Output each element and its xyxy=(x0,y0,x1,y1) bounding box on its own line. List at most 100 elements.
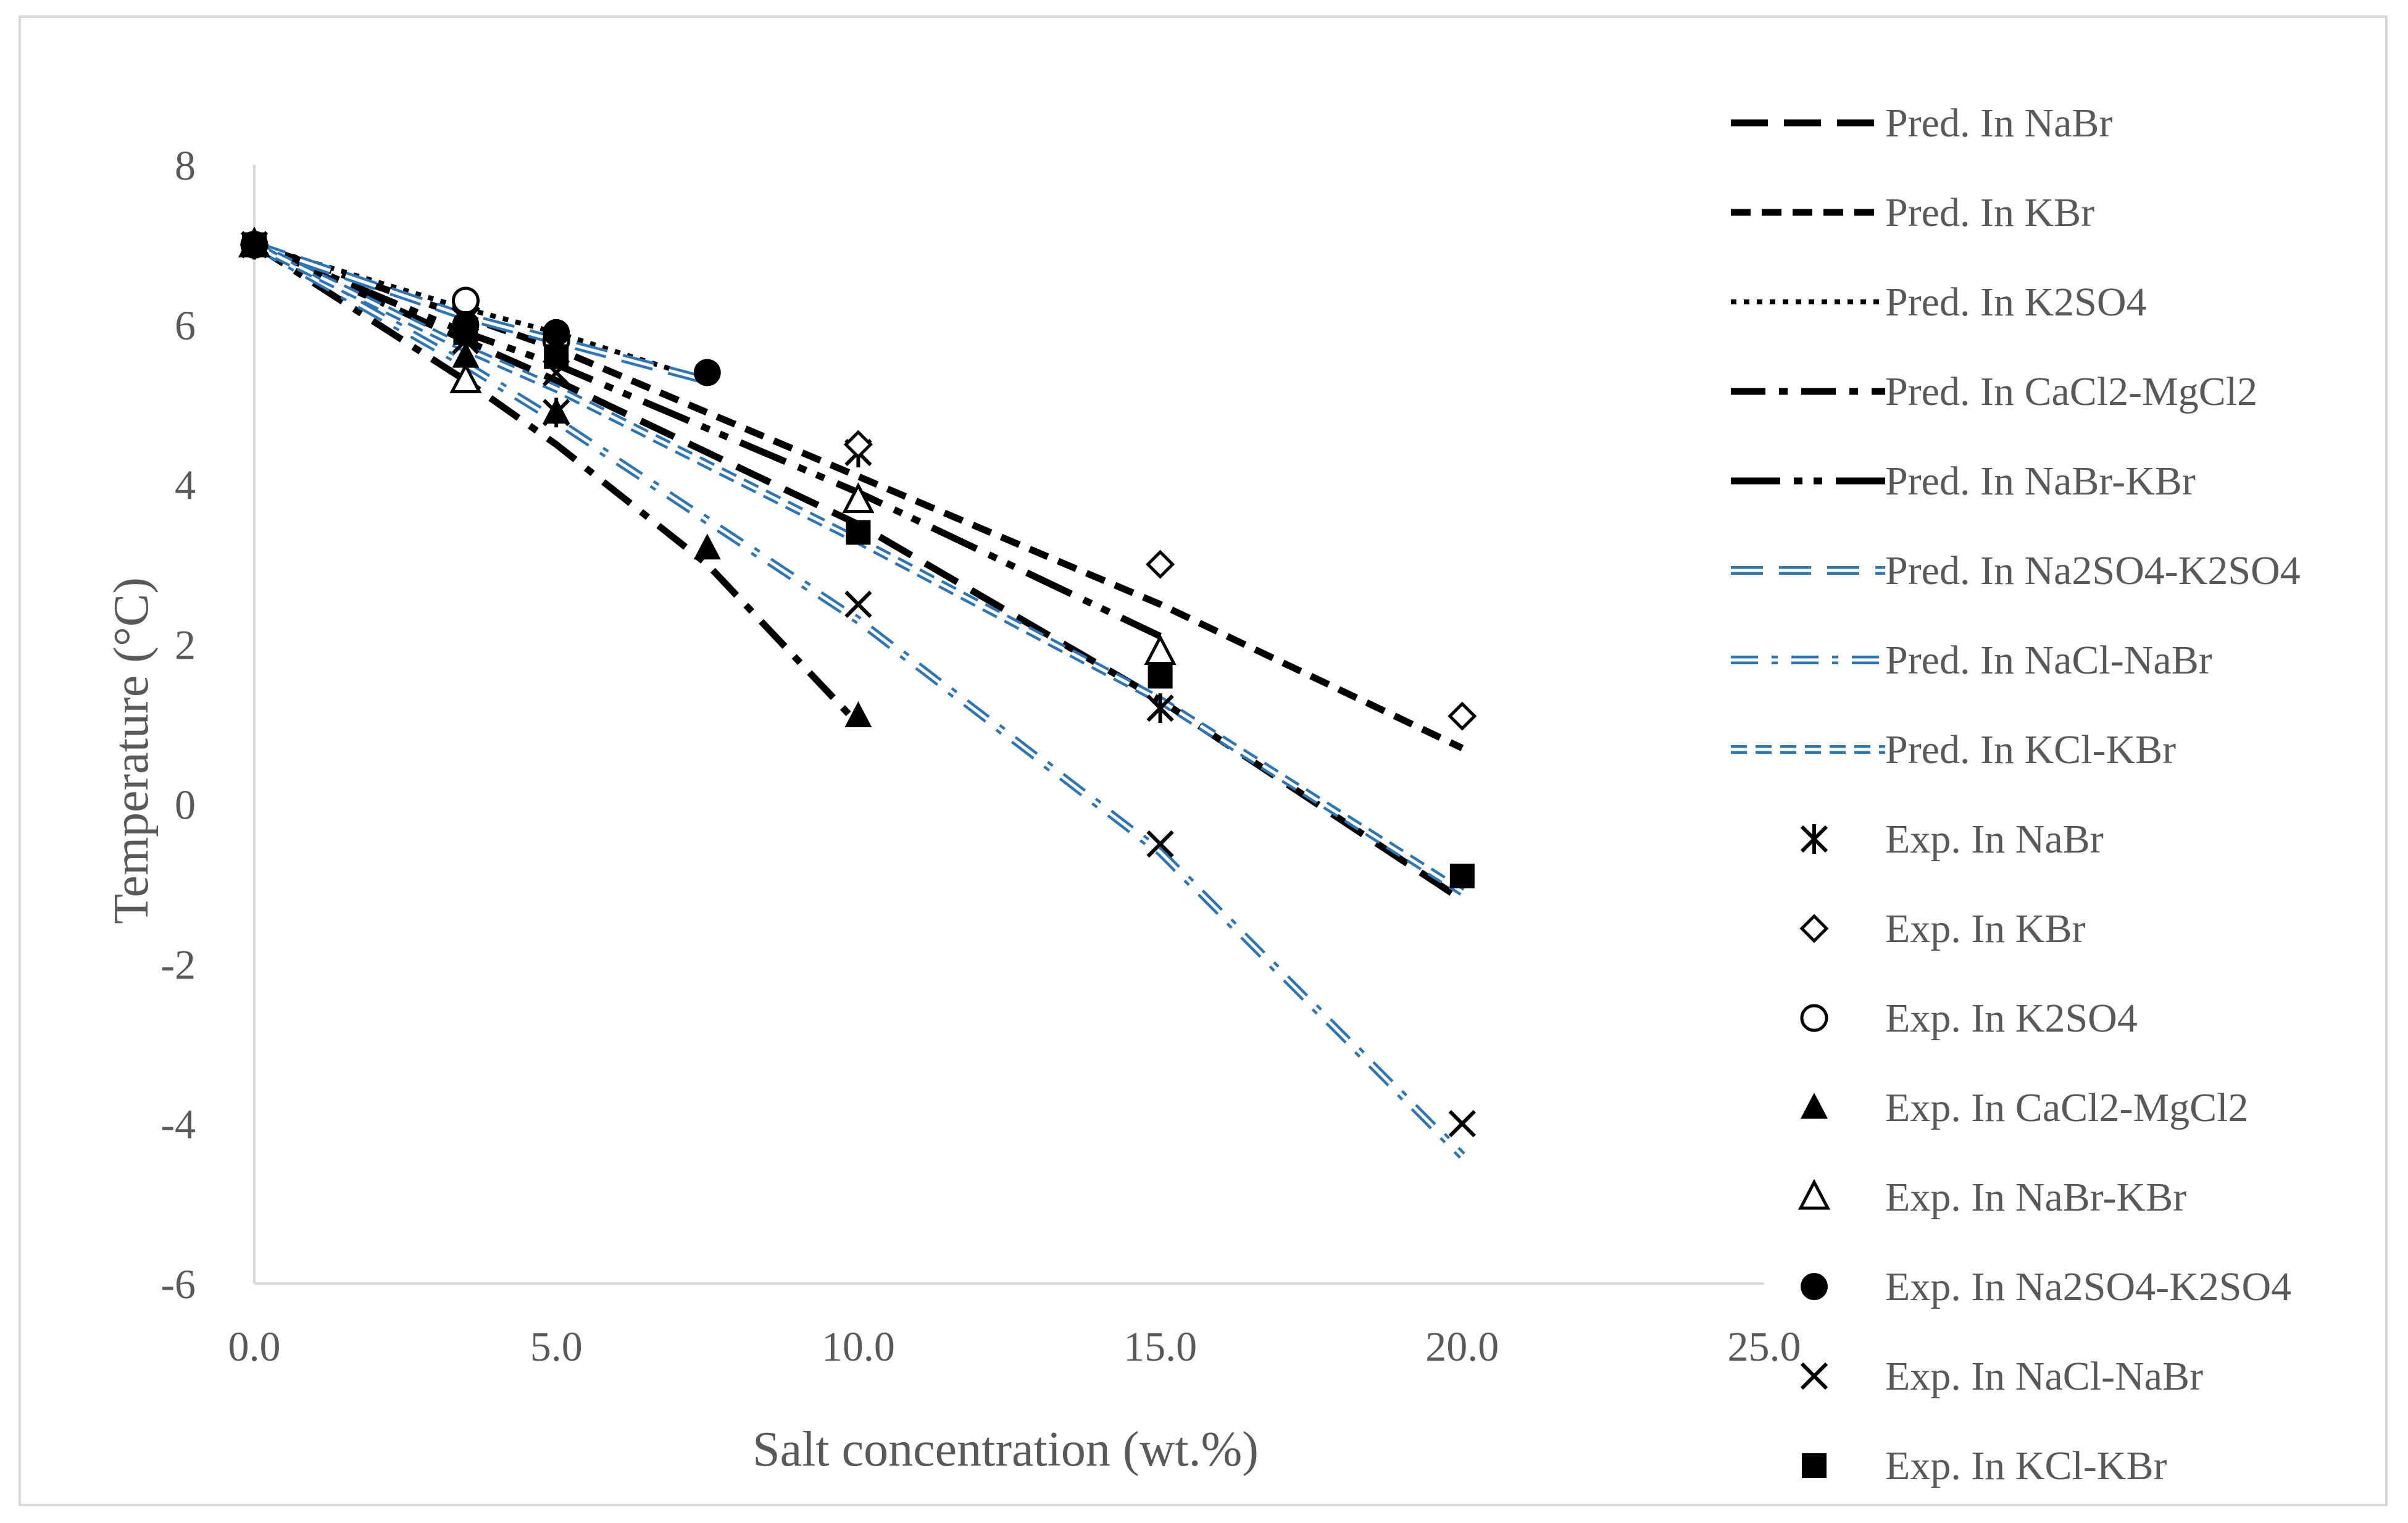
point-exp-in-nabr-kbr xyxy=(1144,634,1177,666)
legend-marker-exp-in-kcl-kbr xyxy=(1802,1453,1827,1478)
line-pred-in-nacl-nabr xyxy=(252,241,1465,1159)
point-exp-in-kcl-kbr xyxy=(1148,664,1173,689)
point-exp-in-nacl-nabr xyxy=(1146,830,1174,858)
legend-item-exp-in-kcl-kbr: Exp. In KCl-KBr xyxy=(1802,1443,2167,1488)
line-pred-in-kcl-kbr xyxy=(252,241,1465,896)
legend-marker-exp-in-nacl-nabr xyxy=(1800,1362,1828,1390)
point-exp-in-kcl-kbr xyxy=(544,344,569,369)
legend-label-exp-in-nabr-kbr: Exp. In NaBr-KBr xyxy=(1885,1175,2186,1220)
series-pred-in-cacl2-mgcl2 xyxy=(252,241,861,727)
y-axis-title: Temperature (°C) xyxy=(104,577,159,924)
legend-label-exp-in-nacl-nabr: Exp. In NaCl-NaBr xyxy=(1885,1354,2203,1399)
y-tick-label: 8 xyxy=(175,142,196,189)
y-tick-label: 6 xyxy=(175,302,196,349)
legend-item-pred-in-kbr: Pred. In KBr xyxy=(1731,190,2094,235)
legend-marker-exp-in-nabr-kbr xyxy=(1798,1179,1831,1210)
legend-label-exp-in-nabr: Exp. In NaBr xyxy=(1885,817,2104,862)
point-exp-in-kcl-kbr xyxy=(242,232,267,257)
legend-item-exp-in-nabr-kbr: Exp. In NaBr-KBr xyxy=(1798,1175,2186,1220)
series-exp-in-nacl-nabr xyxy=(240,231,1476,1138)
line-pred-in-cacl2-mgcl2 xyxy=(252,241,861,727)
point-exp-in-cacl2-mgcl2 xyxy=(452,341,480,368)
legend-label-exp-in-kbr: Exp. In KBr xyxy=(1885,906,2085,951)
series-exp-in-cacl2-mgcl2 xyxy=(241,230,872,728)
legend-marker-exp-in-kbr xyxy=(1799,914,1829,943)
legend-marker-exp-in-na2so4-k2so4 xyxy=(1801,1273,1828,1300)
y-tick-label: 2 xyxy=(175,622,196,669)
line-pred-in-na2so4-k2so4-inner xyxy=(254,243,708,382)
series-exp-in-kcl-kbr xyxy=(242,232,1475,888)
chart-svg: 0.0 5.0 10.0 15.0 20.0 25.0 -6 -4 -2 0 2 4 6 8 Pred. … xyxy=(104,101,2301,1488)
point-exp-in-nabr-kbr xyxy=(449,362,482,393)
axes: 0.0 5.0 10.0 15.0 20.0 25.0 -6 -4 -2 0 2 4 6 8 xyxy=(160,142,1801,1370)
line-pred-in-nabr-kbr xyxy=(252,241,1162,640)
legend-label-pred-in-cacl2-mgcl2: Pred. In CaCl2-MgCl2 xyxy=(1885,369,2257,414)
x-axis-title: Salt concentration (wt.%) xyxy=(752,1422,1259,1477)
legend-marker-exp-in-nabr xyxy=(1800,824,1828,854)
point-exp-in-nabr-kbr xyxy=(842,482,875,514)
legend-label-pred-in-nabr-kbr: Pred. In NaBr-KBr xyxy=(1885,459,2196,504)
legend-item-pred-in-cacl2-mgcl2: Pred. In CaCl2-MgCl2 xyxy=(1731,369,2257,414)
legend-item-pred-in-nabr-kbr: Pred. In NaBr-KBr xyxy=(1731,459,2196,504)
legend-label-exp-in-na2so4-k2so4: Exp. In Na2SO4-K2SO4 xyxy=(1885,1264,2291,1309)
line-pred-in-kcl-kbr-inner xyxy=(253,243,1464,893)
x-tick-label: 15.0 xyxy=(1123,1323,1197,1370)
legend-item-pred-in-k2so4: Pred. In K2SO4 xyxy=(1731,280,2147,325)
point-exp-in-nacl-nabr xyxy=(1448,1110,1476,1138)
legend-label-exp-in-cacl2-mgcl2: Exp. In CaCl2-MgCl2 xyxy=(1885,1085,2249,1130)
x-tick-label: 10.0 xyxy=(822,1323,895,1370)
chart-frame: 0.0 5.0 10.0 15.0 20.0 25.0 -6 -4 -2 0 2 4 6 8 Pred. … xyxy=(19,15,2388,1506)
legend-item-pred-in-kcl-kbr: Pred. In KCl-KBr xyxy=(1731,727,2176,772)
series-layer xyxy=(238,227,1477,1159)
line-pred-in-kbr xyxy=(253,241,1464,751)
legend-label-pred-in-na2so4-k2so4: Pred. In Na2SO4-K2SO4 xyxy=(1885,548,2301,593)
point-exp-in-nabr xyxy=(1146,693,1174,724)
series-pred-in-nacl-nabr xyxy=(252,241,1465,1159)
series-pred-in-nabr-kbr xyxy=(252,241,1162,640)
point-exp-in-k2so4 xyxy=(451,286,480,315)
x-tick-label: 25.0 xyxy=(1728,1323,1801,1370)
point-exp-in-na2so4-k2so4 xyxy=(543,319,570,346)
x-tick-label: 20.0 xyxy=(1425,1323,1499,1370)
point-exp-in-kbr xyxy=(1448,701,1477,731)
series-exp-in-kbr xyxy=(240,230,1477,731)
point-exp-in-kcl-kbr xyxy=(1449,863,1475,888)
point-exp-in-nacl-nabr xyxy=(844,590,872,618)
legend-marker-exp-in-k2so4 xyxy=(1800,1004,1828,1032)
series-pred-in-kbr xyxy=(253,241,1464,751)
point-exp-in-cacl2-mgcl2 xyxy=(693,533,721,560)
y-tick-label: -4 xyxy=(160,1101,196,1148)
point-exp-in-kbr xyxy=(1146,549,1175,579)
legend-item-pred-in-na2so4-k2so4: Pred. In Na2SO4-K2SO4 xyxy=(1731,548,2301,593)
x-tick-label: 0.0 xyxy=(228,1323,281,1370)
legend-label-pred-in-k2so4: Pred. In K2SO4 xyxy=(1885,280,2147,325)
x-tick-label: 5.0 xyxy=(530,1323,583,1370)
legend-item-exp-in-nacl-nabr: Exp. In NaCl-NaBr xyxy=(1800,1354,2203,1399)
y-tick-label: -2 xyxy=(160,941,196,988)
legend-label-pred-in-nacl-nabr: Pred. In NaCl-NaBr xyxy=(1885,638,2212,683)
series-pred-in-na2so4-k2so4 xyxy=(252,240,709,385)
point-exp-in-cacl2-mgcl2 xyxy=(543,398,570,424)
point-exp-in-cacl2-mgcl2 xyxy=(844,701,872,728)
legend-item-exp-in-nabr: Exp. In NaBr xyxy=(1800,817,2104,862)
y-tick-label: 4 xyxy=(175,462,196,509)
point-exp-in-kcl-kbr xyxy=(846,520,871,545)
point-exp-in-na2so4-k2so4 xyxy=(693,359,721,386)
legend: Pred. In NaBr Pred. In KBr Pred. In K2SO4 P… xyxy=(1731,101,2301,1488)
series-pred-in-kcl-kbr xyxy=(252,241,1465,896)
point-exp-in-kcl-kbr xyxy=(453,320,478,345)
legend-item-exp-in-kbr: Exp. In KBr xyxy=(1799,906,2085,951)
line-pred-in-nacl-nabr-inner xyxy=(253,243,1464,1157)
legend-item-pred-in-nabr: Pred. In NaBr xyxy=(1731,101,2112,146)
y-tick-label: -6 xyxy=(160,1261,196,1308)
point-exp-in-kbr xyxy=(843,430,873,459)
legend-item-exp-in-k2so4: Exp. In K2SO4 xyxy=(1800,996,2138,1041)
legend-label-pred-in-nabr: Pred. In NaBr xyxy=(1885,101,2112,146)
legend-label-pred-in-kbr: Pred. In KBr xyxy=(1885,190,2094,235)
legend-marker-exp-in-cacl2-mgcl2 xyxy=(1801,1093,1828,1119)
legend-item-pred-in-nacl-nabr: Pred. In NaCl-NaBr xyxy=(1731,638,2212,683)
legend-item-exp-in-cacl2-mgcl2: Exp. In CaCl2-MgCl2 xyxy=(1801,1085,2249,1130)
legend-label-exp-in-k2so4: Exp. In K2SO4 xyxy=(1885,996,2138,1041)
legend-label-exp-in-kcl-kbr: Exp. In KCl-KBr xyxy=(1885,1443,2167,1488)
legend-label-pred-in-kcl-kbr: Pred. In KCl-KBr xyxy=(1885,727,2176,772)
